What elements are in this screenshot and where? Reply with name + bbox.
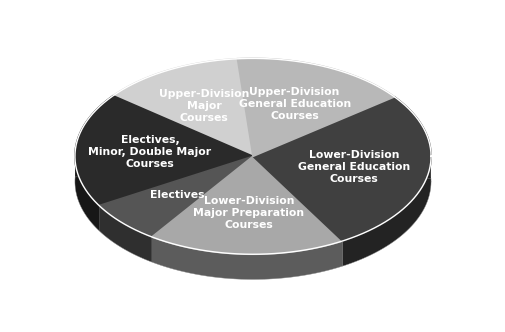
Polygon shape xyxy=(252,97,430,241)
Text: Lower-Division
Major Preparation
Courses: Lower-Division Major Preparation Courses xyxy=(193,196,304,230)
Polygon shape xyxy=(113,59,252,156)
Text: Upper-Division
Major
Courses: Upper-Division Major Courses xyxy=(159,89,248,124)
Polygon shape xyxy=(75,96,252,206)
Polygon shape xyxy=(237,58,394,156)
Text: Lower-Division
General Education
Courses: Lower-Division General Education Courses xyxy=(297,150,410,184)
Polygon shape xyxy=(342,151,430,266)
Text: Electives: Electives xyxy=(149,190,204,200)
Text: Electives,
Minor, Double Major
Courses: Electives, Minor, Double Major Courses xyxy=(88,135,211,169)
Text: Upper-Division
General Education
Courses: Upper-Division General Education Courses xyxy=(238,87,350,122)
Polygon shape xyxy=(99,206,152,262)
Polygon shape xyxy=(99,156,252,237)
Polygon shape xyxy=(152,237,342,280)
Polygon shape xyxy=(152,156,342,254)
Polygon shape xyxy=(75,152,99,231)
